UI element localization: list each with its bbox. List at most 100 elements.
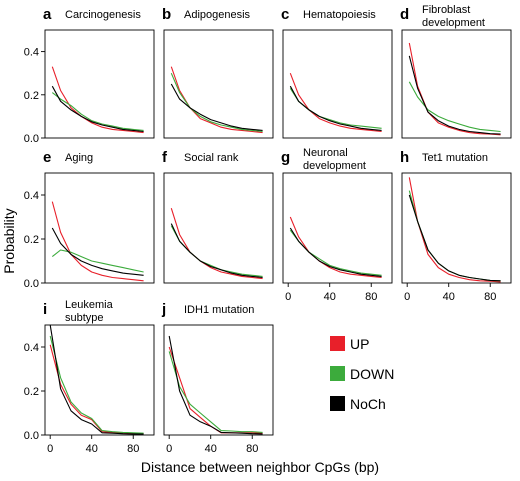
legend: UP DOWN NoCh xyxy=(330,336,394,412)
series-line-up xyxy=(51,66,144,134)
panel-letter: e xyxy=(43,149,51,166)
panel-letter: a xyxy=(43,6,52,23)
panel-frame xyxy=(44,29,155,139)
series-line-noch xyxy=(289,85,382,131)
series-line-noch xyxy=(408,55,501,135)
panel-title: Fibroblast xyxy=(422,4,470,16)
series-line-up xyxy=(51,201,144,282)
panel-title: development xyxy=(303,160,366,172)
panel-title: development xyxy=(422,17,485,29)
panel-e: 0.0 0.2 0.4 e Aging xyxy=(24,149,155,290)
x-tick-label: 80 xyxy=(365,291,377,303)
panel-letter: d xyxy=(400,6,409,23)
panel-letter: g xyxy=(281,149,290,166)
panels-group: 0.0 0.2 0.4 a Carcinogenesis b Adipogenesis c He… xyxy=(24,4,512,455)
x-axis-label: Distance between neighbor CpGs (bp) xyxy=(141,459,379,475)
series-line-noch xyxy=(51,227,144,276)
series-line-up xyxy=(49,344,144,435)
series-line-noch xyxy=(289,227,382,277)
legend-label-up: UP xyxy=(350,336,369,352)
series-line-noch xyxy=(408,194,501,282)
y-tick-label: 0.0 xyxy=(24,430,39,442)
panel-title: subtype xyxy=(65,312,104,324)
x-tick-label: 80 xyxy=(484,291,496,303)
panel-frame xyxy=(401,172,512,284)
panel-frame xyxy=(44,172,155,284)
panel-letter: i xyxy=(43,301,47,318)
x-tick-label: 40 xyxy=(324,291,336,303)
legend-swatch-down xyxy=(330,366,345,381)
panel-f: f Social rank xyxy=(162,149,274,284)
y-tick-label: 0.4 xyxy=(24,190,39,202)
panel-title: Tet1 mutation xyxy=(422,152,488,164)
y-tick-label: 0.2 xyxy=(24,90,39,102)
series-line-noch xyxy=(49,324,144,435)
series-line-up xyxy=(408,177,501,283)
series-line-up xyxy=(170,66,263,134)
series-line-up xyxy=(170,208,263,280)
series-line-noch xyxy=(168,335,263,435)
series-line-noch xyxy=(170,83,263,131)
panel-b: b Adipogenesis xyxy=(162,6,274,139)
x-tick-label: 0 xyxy=(166,443,172,455)
series-line-down xyxy=(49,335,144,434)
series-line-noch xyxy=(51,85,144,133)
panel-title: Adipogenesis xyxy=(184,9,251,21)
panel-frame xyxy=(163,29,274,139)
x-tick-label: 0 xyxy=(47,443,53,455)
panel-letter: f xyxy=(162,149,168,166)
series-line-up xyxy=(168,346,263,434)
x-tick-label: 80 xyxy=(246,443,258,455)
y-tick-label: 0.2 xyxy=(24,386,39,398)
panel-title: Hematopoiesis xyxy=(303,9,376,21)
x-tick-label: 40 xyxy=(443,291,455,303)
panel-a: 0.0 0.2 0.4 a Carcinogenesis xyxy=(24,6,155,145)
y-tick-label: 0.2 xyxy=(24,234,39,246)
panel-letter: b xyxy=(162,6,171,23)
series-line-down xyxy=(51,92,144,131)
panel-frame xyxy=(44,324,155,436)
x-tick-label: 40 xyxy=(205,443,217,455)
y-tick-label: 0.0 xyxy=(24,278,39,290)
series-line-up xyxy=(289,73,382,133)
panel-title: Social rank xyxy=(184,152,239,164)
legend-label-down: DOWN xyxy=(350,366,394,382)
y-tick-label: 0.4 xyxy=(24,47,39,59)
series-line-noch xyxy=(170,223,263,279)
panel-frame xyxy=(282,172,393,284)
panel-frame xyxy=(163,172,274,284)
y-tick-label: 0.4 xyxy=(24,342,39,354)
panel-j: 0 40 80 j IDH1 mutation xyxy=(161,301,274,455)
series-line-up xyxy=(289,216,382,279)
x-tick-label: 80 xyxy=(127,443,139,455)
y-tick-label: 0.0 xyxy=(24,133,39,145)
x-tick-label: 0 xyxy=(285,291,291,303)
panel-c: c Hematopoiesis xyxy=(281,6,393,139)
series-line-down xyxy=(408,81,501,133)
panel-letter: j xyxy=(161,301,166,318)
series-line-down xyxy=(168,351,263,433)
x-tick-label: 40 xyxy=(86,443,98,455)
panel-title: IDH1 mutation xyxy=(184,304,254,316)
panel-frame xyxy=(163,324,274,436)
panel-title: Neuronal xyxy=(303,147,348,159)
panel-title: Leukemia xyxy=(65,299,114,311)
panel-letter: c xyxy=(281,6,289,23)
panel-title: Aging xyxy=(65,152,93,164)
panel-frame xyxy=(401,29,512,139)
series-line-down xyxy=(170,72,263,133)
x-tick-label: 0 xyxy=(404,291,410,303)
legend-swatch-noch xyxy=(330,396,345,411)
panel-title: Carcinogenesis xyxy=(65,9,141,21)
series-line-down xyxy=(51,249,144,273)
legend-label-noch: NoCh xyxy=(350,396,386,412)
series-line-up xyxy=(408,42,501,136)
legend-swatch-up xyxy=(330,336,345,351)
panel-letter: h xyxy=(400,149,409,166)
y-axis-label: Probability xyxy=(1,208,17,273)
panel-h: 0 40 80 h Tet1 mutation xyxy=(400,149,512,303)
